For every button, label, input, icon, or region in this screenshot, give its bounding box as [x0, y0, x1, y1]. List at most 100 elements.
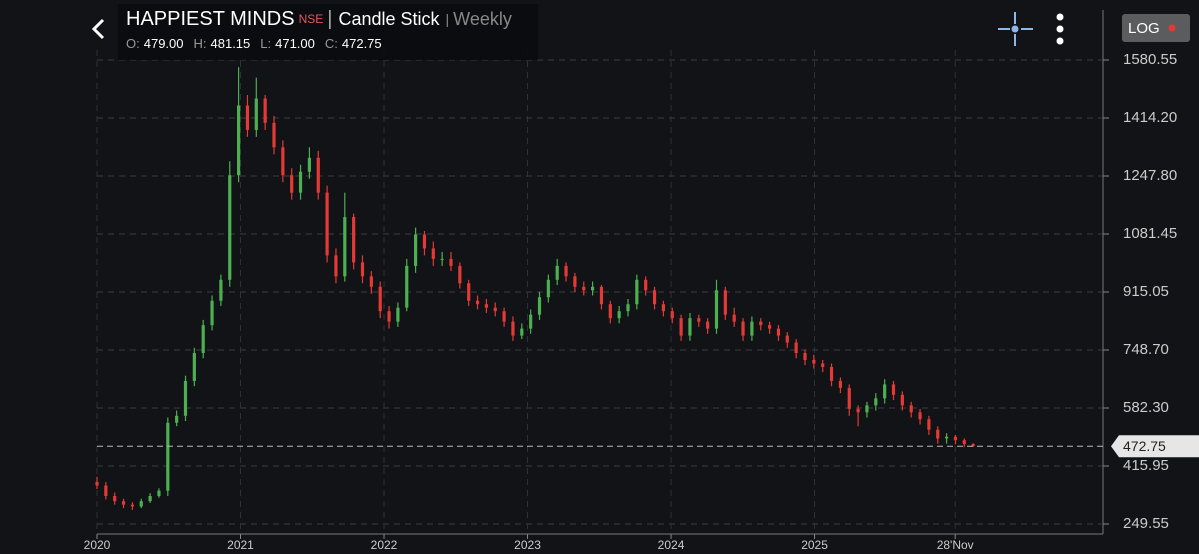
- candle-body: [635, 279, 639, 305]
- candle-body: [617, 311, 621, 319]
- candle-body: [440, 258, 444, 260]
- candle-body: [157, 490, 161, 496]
- ohlc-value: 472.75: [342, 36, 382, 51]
- y-tick-label: 1247.80: [1123, 167, 1177, 184]
- ohlc-header: O: 479.00 H: 481.15 L: 471.00 C: 472.75: [126, 36, 382, 51]
- last-price-tag: [1111, 435, 1199, 458]
- candle-body: [555, 265, 559, 280]
- candle-body: [130, 504, 134, 507]
- candle-body: [529, 314, 533, 329]
- candle-body: [272, 122, 276, 148]
- crosshair-button[interactable]: [998, 12, 1033, 46]
- candle-body: [582, 286, 586, 291]
- x-tick-label: 2022: [371, 538, 398, 552]
- candle-body: [254, 98, 258, 130]
- candle-body: [971, 444, 975, 447]
- candle-body: [838, 380, 842, 388]
- candle-body: [927, 419, 931, 430]
- x-tick-label: 2021: [227, 538, 254, 552]
- candle-body: [803, 353, 807, 360]
- candle-body: [263, 98, 267, 123]
- x-tick-label: 2025: [801, 538, 828, 552]
- candle-body: [750, 321, 754, 336]
- back-button[interactable]: [91, 18, 105, 40]
- candle-body: [936, 429, 940, 439]
- candle-body: [475, 300, 480, 305]
- candle-body: [113, 495, 117, 502]
- candle-body: [856, 408, 860, 413]
- ohlc-key: H:: [194, 36, 207, 51]
- candle-body: [945, 436, 949, 439]
- candle-body: [414, 234, 418, 266]
- candle-body: [192, 353, 196, 381]
- candle-body: [564, 265, 568, 277]
- candle-body: [891, 384, 896, 395]
- candle-body: [369, 276, 373, 287]
- candle-body: [626, 304, 630, 312]
- candle-body: [502, 311, 506, 322]
- candle-body: [794, 342, 798, 354]
- candle-body: [334, 255, 338, 277]
- candle-body: [139, 501, 143, 507]
- chart-title: HAPPIEST MINDS NSE | Candle Stick | Weekly: [126, 8, 512, 30]
- candle-body: [316, 157, 320, 193]
- candle-body: [281, 147, 285, 176]
- candle-body: [298, 171, 303, 193]
- candle-body: [741, 321, 745, 336]
- x-tick-label: 28'Nov: [937, 538, 974, 552]
- log-button-bg: [1122, 14, 1190, 42]
- candle-body: [343, 217, 347, 277]
- candle-body: [484, 304, 488, 308]
- x-tick-label: 2024: [658, 538, 685, 552]
- candle-body: [245, 105, 250, 130]
- candle-body: [900, 394, 904, 406]
- candle-body: [706, 321, 710, 329]
- candle-body: [785, 335, 789, 343]
- candle-body: [546, 279, 550, 298]
- candle-body: [121, 501, 126, 505]
- candle-body: [95, 482, 99, 486]
- candle-body: [670, 311, 674, 319]
- candle-body: [458, 265, 462, 284]
- candle-body: [573, 276, 577, 287]
- candle-body: [104, 485, 108, 496]
- candle-body: [812, 359, 816, 364]
- log-button-label: LOG: [1128, 20, 1160, 37]
- y-tick-label: 748.70: [1123, 341, 1169, 358]
- ohlc-key: L:: [260, 36, 271, 51]
- ohlc-key: C:: [325, 36, 338, 51]
- candle-body: [688, 318, 692, 336]
- y-tick-label: 1414.20: [1123, 109, 1177, 126]
- y-tick-label: 1580.55: [1123, 51, 1177, 68]
- candle-body: [396, 307, 400, 322]
- candle-body: [325, 192, 329, 256]
- candle-body: [148, 495, 152, 502]
- ohlc-key: O:: [126, 36, 140, 51]
- candle-body: [599, 286, 604, 305]
- header-panel: [118, 4, 538, 60]
- candle-body: [714, 290, 719, 329]
- candle-body: [467, 283, 471, 301]
- candle-body: [697, 318, 701, 322]
- x-tick-label: 2023: [514, 538, 541, 552]
- y-tick-label: 1081.45: [1123, 225, 1177, 242]
- x-tick-label: 2020: [84, 538, 111, 552]
- log-indicator: [1168, 24, 1176, 32]
- menu-button[interactable]: [1056, 13, 1064, 45]
- candle-body: [493, 307, 497, 312]
- candle-body: [874, 398, 878, 406]
- candle-body: [679, 318, 683, 336]
- candle-body: [821, 363, 825, 367]
- candle-body: [759, 321, 763, 326]
- candle-body: [732, 314, 736, 322]
- candle-body: [661, 304, 665, 312]
- candle-body: [865, 405, 869, 413]
- candle-body: [201, 325, 205, 354]
- candle-body: [431, 248, 435, 259]
- candle-body: [520, 328, 524, 336]
- candle-body: [644, 279, 648, 291]
- candle-body: [909, 405, 913, 413]
- last-price-label: 472.75: [1123, 438, 1166, 454]
- log-button[interactable]: LOG: [1122, 14, 1190, 42]
